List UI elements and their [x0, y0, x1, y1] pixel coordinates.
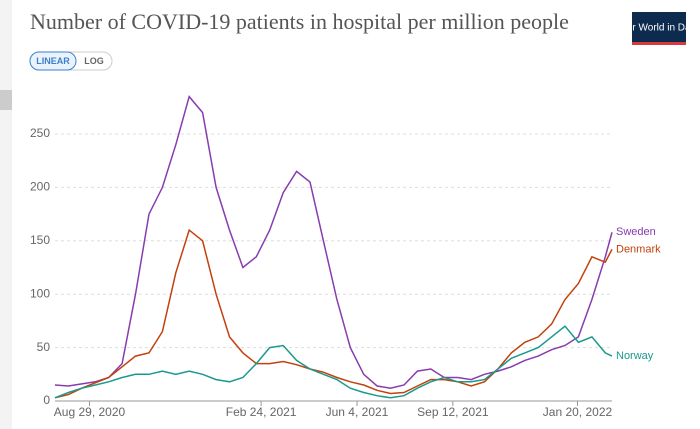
- series-line: [54, 95, 613, 389]
- series-line: [54, 325, 613, 399]
- y-tick-label: 150: [30, 233, 50, 247]
- linear-label[interactable]: LINEAR: [36, 56, 70, 66]
- series-label: Denmark: [616, 243, 661, 255]
- series-label: Norway: [616, 350, 654, 362]
- y-tick-label: 250: [30, 126, 50, 140]
- series-line: [54, 228, 613, 399]
- y-tick-label: 200: [30, 180, 50, 194]
- scrollbar-thumb: [0, 90, 12, 110]
- chart-title: Number of COVID-19 patients in hospital …: [30, 9, 569, 34]
- log-label[interactable]: LOG: [84, 56, 104, 66]
- y-tick-label: 50: [37, 340, 51, 354]
- series-label: Sweden: [616, 226, 656, 238]
- y-tick-label: 0: [43, 393, 50, 407]
- x-tick-label: Aug 29, 2020: [54, 405, 126, 419]
- x-tick-label: Jan 20, 2022: [543, 405, 613, 419]
- linear-button[interactable]: [29, 51, 77, 71]
- x-tick-label: Sep 12, 2021: [417, 405, 489, 419]
- x-tick-label: Feb 24, 2021: [226, 405, 297, 419]
- y-tick-label: 100: [30, 286, 50, 300]
- sidebar: [0, 0, 12, 429]
- logo-text: Our World in Data: [619, 23, 699, 34]
- x-tick-label: Jun 4, 2021: [326, 405, 389, 419]
- logo: [632, 12, 686, 44]
- logo-bar: [632, 42, 686, 45]
